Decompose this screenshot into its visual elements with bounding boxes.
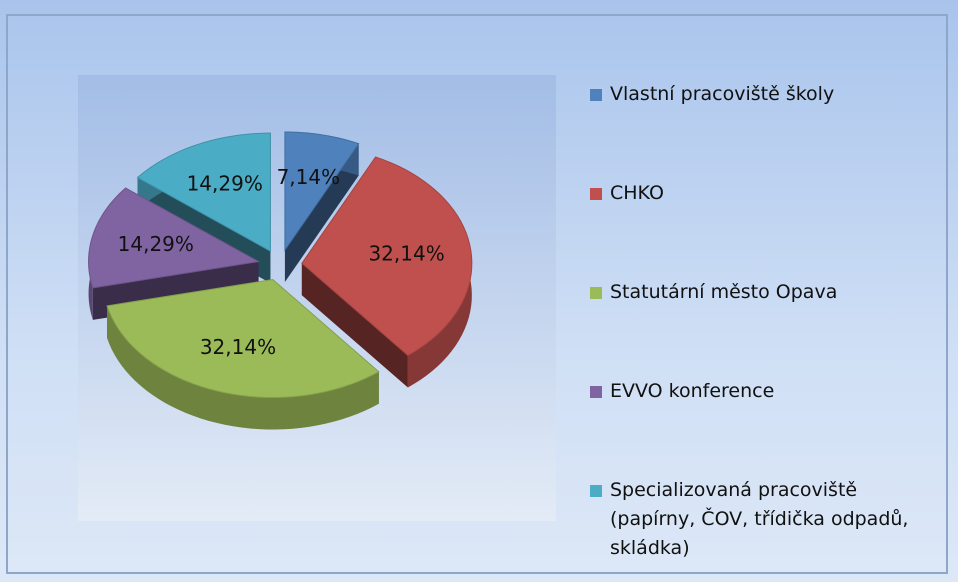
- slice-top: [301, 156, 473, 357]
- legend-label: EVVO konference: [610, 380, 775, 402]
- slice-edge: [301, 263, 408, 388]
- data-label: 14,29%: [118, 232, 194, 256]
- data-label: 32,14%: [368, 242, 444, 266]
- legend-item: Specializovaná pracoviště (papírny, ČOV,…: [590, 476, 945, 563]
- legend-item: Vlastní pracoviště školy: [590, 80, 945, 109]
- legend-label: Statutární město Opava: [610, 281, 838, 303]
- legend-item: CHKO: [590, 179, 945, 208]
- slice-top: [284, 131, 360, 252]
- legend-swatch: [590, 485, 602, 497]
- slice-edge: [284, 143, 359, 282]
- legend-label: Vlastní pracoviště školy: [610, 83, 835, 105]
- slice-top: [106, 279, 380, 399]
- pie-slice: [106, 279, 380, 430]
- legend-swatch: [590, 188, 602, 200]
- pie-slice: [88, 187, 261, 320]
- slice-side: [107, 305, 379, 430]
- pie-slice: [284, 131, 360, 282]
- legend-label: CHKO: [610, 182, 664, 204]
- legend-label: Specializovaná pracoviště (papírny, ČOV,…: [610, 479, 909, 559]
- legend-swatch: [590, 89, 602, 101]
- data-label: 7,14%: [277, 165, 341, 189]
- data-label: 32,14%: [200, 335, 276, 359]
- slice-top: [88, 187, 261, 289]
- legend-swatch: [590, 386, 602, 398]
- legend-swatch: [590, 287, 602, 299]
- legend-item: EVVO konference: [590, 377, 945, 406]
- pie-slice: [301, 156, 473, 388]
- data-label: 14,29%: [187, 172, 263, 196]
- legend-item: Statutární město Opava: [590, 278, 945, 307]
- chart-border: [6, 14, 948, 574]
- slice-top: [136, 132, 271, 252]
